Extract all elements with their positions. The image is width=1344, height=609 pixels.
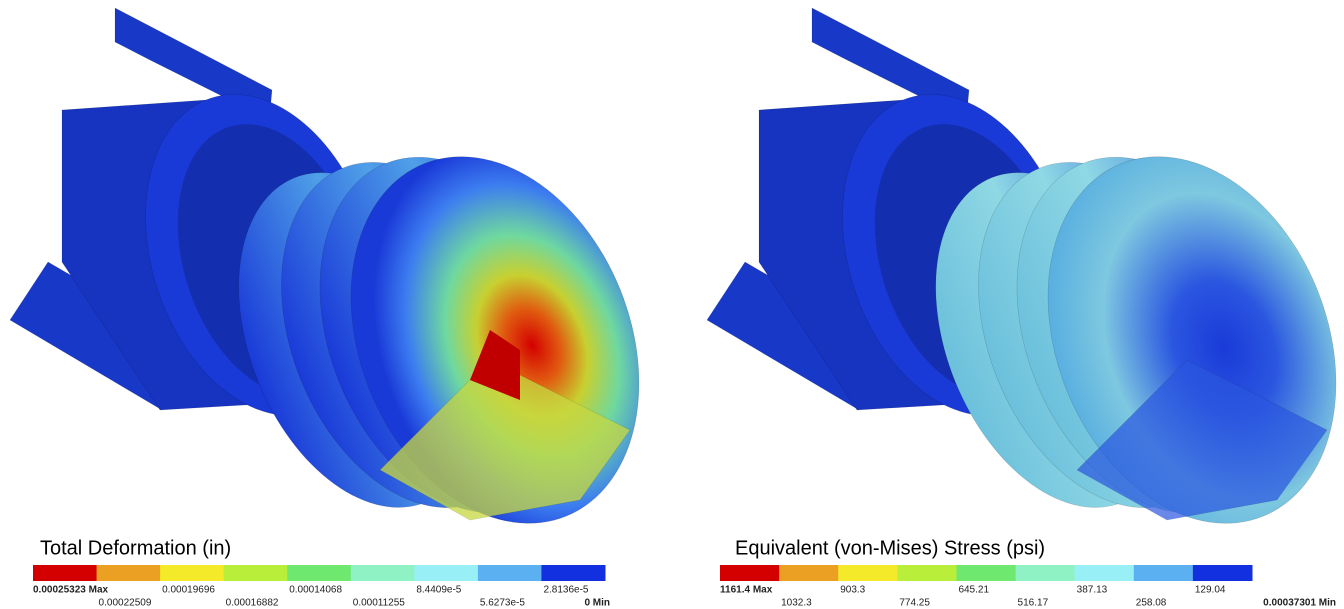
legend-label: 0.00037301 Min <box>1263 598 1336 609</box>
legend-title: Total Deformation (in) <box>40 537 231 559</box>
legend-title: Equivalent (von-Mises) Stress (psi) <box>735 537 1045 559</box>
legend-label: 129.04 <box>1195 585 1226 596</box>
legend-label: 1032.3 <box>781 598 812 609</box>
legend-swatch <box>1016 565 1076 581</box>
legend-swatch <box>956 565 1016 581</box>
legend-swatch <box>160 565 224 581</box>
legend-swatch <box>224 565 288 581</box>
legend-label: 774.25 <box>899 598 930 609</box>
legend-label: 387.13 <box>1077 585 1108 596</box>
legend-label: 0.00022509 <box>99 598 152 609</box>
legend-swatch <box>1134 565 1194 581</box>
legend-label: 645.21 <box>958 585 989 596</box>
legend-swatch <box>97 565 161 581</box>
legend-swatch <box>287 565 351 581</box>
legend-label: 0 Min <box>584 598 610 609</box>
legend-label: 0.00011255 <box>353 598 406 609</box>
legend-label: 903.3 <box>840 585 865 596</box>
legend-label: 2.8136e-5 <box>543 585 588 596</box>
deformation-model <box>10 8 691 567</box>
legend-label: 0.00016882 <box>226 598 279 609</box>
legend-swatch <box>478 565 542 581</box>
legend-label: 8.4409e-5 <box>416 585 461 596</box>
legend-label: 0.00025323 Max <box>33 585 109 596</box>
legend-label: 0.00014068 <box>289 585 342 596</box>
legend-label: 258.08 <box>1136 598 1167 609</box>
legend-swatch <box>897 565 957 581</box>
legend-swatch <box>351 565 415 581</box>
legend-swatch <box>33 565 97 581</box>
stress-model <box>707 8 1344 567</box>
fea-results: Total Deformation (in) 0.00025323 Max 0.00… <box>0 0 1344 609</box>
legend-swatch <box>414 565 478 581</box>
legend-label: 1161.4 Max <box>720 585 773 596</box>
legend-swatch <box>720 565 780 581</box>
legend-swatch <box>838 565 898 581</box>
legend-swatch <box>1075 565 1135 581</box>
legend-swatch <box>1193 565 1253 581</box>
legend-swatch <box>541 565 605 581</box>
legend-swatch <box>779 565 839 581</box>
legend-label: 0.00019696 <box>162 585 215 596</box>
legend-label: 5.6273e-5 <box>480 598 525 609</box>
legend-label: 516.17 <box>1018 598 1049 609</box>
